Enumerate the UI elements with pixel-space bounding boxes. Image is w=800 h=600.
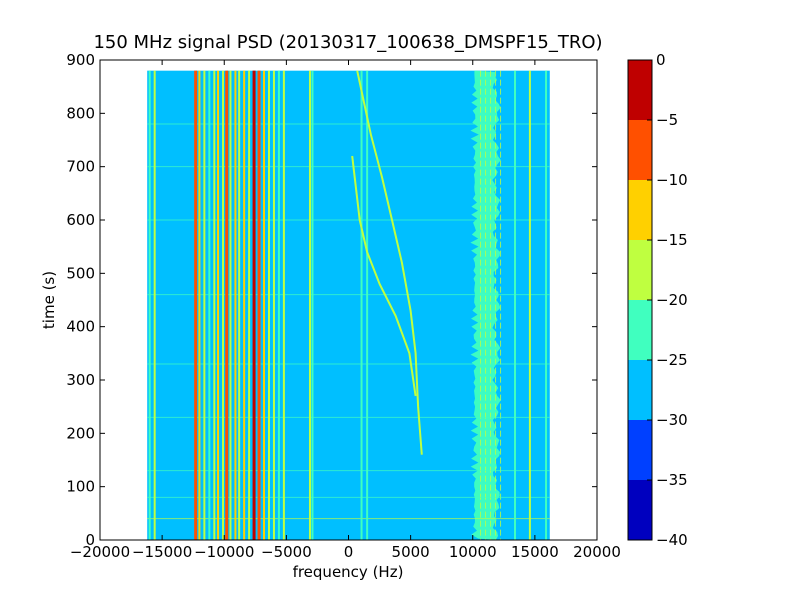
x-tick-label: 0 — [344, 543, 354, 561]
doppler-curve — [356, 70, 423, 455]
colorbar-tick-label: −40 — [656, 531, 688, 549]
y-axis-ticks: 0 100 200 300 400 500 600 700 800 900 — [66, 51, 597, 549]
colorbar-tick-label: −20 — [656, 291, 688, 309]
colorbar-tick-label: −30 — [656, 411, 688, 429]
y-tick-label: 100 — [66, 478, 95, 496]
colorbar-segment — [628, 120, 652, 180]
y-tick-label: 900 — [66, 51, 95, 69]
y-tick-label: 0 — [85, 531, 95, 549]
chart-title: 150 MHz signal PSD (20130317_100638_DMSP… — [93, 32, 602, 53]
x-tick-label: −5000 — [261, 543, 312, 561]
colorbar-segment — [628, 480, 652, 540]
doppler-curve — [351, 155, 417, 397]
y-tick-label: 800 — [66, 104, 95, 122]
x-axis-ticks: −20000 −15000 −10000 −5000 0 5000 10000 15000 20… — [70, 60, 621, 561]
y-tick-label: 600 — [66, 211, 95, 229]
y-tick-label: 400 — [66, 318, 95, 336]
colorbar: −40 −35 −30 −25 −20 −15 −10 −5 0 — [627, 51, 688, 549]
colorbar-tick-label: 0 — [656, 51, 666, 69]
x-tick-label: 15000 — [511, 543, 559, 561]
x-tick-label: −15000 — [132, 543, 192, 561]
colorbar-tick-label: −35 — [656, 471, 688, 489]
colorbar-tick-label: −5 — [656, 111, 678, 129]
colorbar-segment — [628, 60, 652, 120]
colorbar-segment — [628, 240, 652, 300]
x-tick-label: 10000 — [449, 543, 497, 561]
y-tick-label: 500 — [66, 264, 95, 282]
y-tick-label: 300 — [66, 371, 95, 389]
y-tick-label: 700 — [66, 158, 95, 176]
x-tick-label: −20000 — [70, 543, 130, 561]
colorbar-tick-label: −25 — [656, 351, 688, 369]
x-tick-label: 20000 — [573, 543, 621, 561]
colorbar-tick-label: −15 — [656, 231, 688, 249]
x-axis-label: frequency (Hz) — [293, 563, 404, 581]
x-tick-label: −10000 — [194, 543, 254, 561]
y-tick-label: 200 — [66, 424, 95, 442]
spectrogram — [147, 70, 550, 541]
colorbar-segment — [628, 420, 652, 480]
colorbar-segment — [628, 180, 652, 240]
y-axis-label: time (s) — [40, 271, 58, 329]
colorbar-tick-label: −10 — [656, 171, 688, 189]
colorbar-segment — [628, 300, 652, 360]
plot-area: −20000 −15000 −10000 −5000 0 5000 10000 15000 20… — [66, 51, 621, 561]
x-tick-label: 5000 — [392, 543, 430, 561]
colorbar-segment — [628, 360, 652, 420]
